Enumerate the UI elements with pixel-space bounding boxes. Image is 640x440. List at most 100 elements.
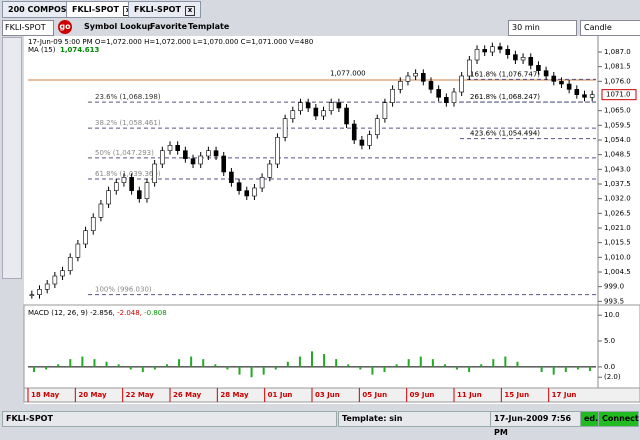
tool-strip[interactable] xyxy=(2,37,22,279)
candle xyxy=(67,257,73,271)
candle xyxy=(75,243,81,258)
candle xyxy=(183,150,188,159)
macd-v: -2.048, xyxy=(117,309,142,317)
candle xyxy=(236,182,242,191)
date-axis xyxy=(23,387,640,403)
date-label: 26 May xyxy=(173,391,202,399)
macd-v: -2.856, xyxy=(90,309,115,317)
date-label: 20 May xyxy=(78,391,107,399)
candle xyxy=(359,139,365,146)
candle xyxy=(229,171,234,183)
candle xyxy=(459,75,464,93)
candle xyxy=(505,49,511,55)
date-label: 18 May xyxy=(31,391,60,399)
candle xyxy=(467,59,472,77)
y-tick-label: 10.0 xyxy=(604,311,620,319)
candle xyxy=(129,177,134,191)
style-select[interactable]: Candle xyxy=(580,20,640,36)
y-tick-label: 1,037.5 xyxy=(604,180,631,188)
candle xyxy=(482,49,488,53)
candle xyxy=(436,89,441,98)
candle xyxy=(566,83,572,90)
candle xyxy=(282,118,288,138)
candle xyxy=(313,107,319,117)
ohlc: 17-Jun-09 5:00 PM O=1,072.000 H=1,072.00… xyxy=(28,38,313,46)
chart: 17-Jun-09 5:00 PM O=1,072.000 H=1,072.00… xyxy=(23,36,640,404)
candle xyxy=(136,190,142,199)
fib-label: 61.8% (1,039.360) xyxy=(95,170,161,178)
candle xyxy=(551,75,557,82)
candle xyxy=(106,190,111,205)
status: ed. xyxy=(580,411,599,427)
link[interactable]: Template xyxy=(188,22,230,31)
candle xyxy=(113,182,119,191)
status: Template: sin xyxy=(338,411,491,427)
candle xyxy=(528,57,534,66)
candle xyxy=(536,65,541,71)
y-tick-label: 1,043.0 xyxy=(604,165,631,173)
candle xyxy=(328,102,334,111)
candle xyxy=(543,70,549,77)
candle xyxy=(98,203,104,218)
fib-label: 38.2% (1,058.461) xyxy=(95,119,161,127)
candle xyxy=(382,102,388,119)
candle xyxy=(298,102,303,111)
candle xyxy=(144,182,150,199)
status: FKLI-SPOT xyxy=(2,411,337,427)
y-tick-label: 5.0 xyxy=(604,337,615,345)
candle xyxy=(190,158,196,165)
date-label: 05 Jun xyxy=(362,391,387,399)
y-tick-label: 0.0 xyxy=(604,363,615,371)
candle xyxy=(252,187,257,197)
candle xyxy=(37,289,42,295)
candle xyxy=(213,150,219,157)
candle xyxy=(390,89,395,103)
candle xyxy=(290,110,296,119)
peak-label: 1,077.000 xyxy=(330,70,366,78)
close[interactable]: x xyxy=(184,6,195,16)
y-tick-label: 999.0 xyxy=(604,283,624,291)
candle xyxy=(413,73,418,77)
candle xyxy=(160,150,165,165)
fib-label: 50% (1,047.293) xyxy=(95,149,154,157)
link[interactable]: Favorite xyxy=(150,22,188,31)
candle xyxy=(29,294,35,296)
candle xyxy=(428,81,434,90)
candle xyxy=(589,94,595,98)
candle xyxy=(305,102,311,109)
candle xyxy=(44,283,50,290)
candle xyxy=(444,97,449,103)
fib-label: 423.6% (1,054.494) xyxy=(470,130,540,138)
fib-label: 161.8% (1,076.747) xyxy=(470,70,540,78)
y-tick-label: 1,054.0 xyxy=(604,136,631,144)
svg-text:MACD (12, 26, 9) -2.856, -2.04: MACD (12, 26, 9) -2.856, -2.048, -0.808 xyxy=(28,309,167,317)
ma-value: 1,074.613 xyxy=(60,46,100,54)
candle xyxy=(405,75,411,82)
candle xyxy=(52,275,58,285)
interval-select[interactable]: 30 min xyxy=(508,20,577,36)
candle xyxy=(175,145,180,151)
tab-label: FKLI-SPOT xyxy=(134,5,181,14)
date-label: 11 Jun xyxy=(457,391,482,399)
candle xyxy=(259,177,265,189)
candle xyxy=(474,49,480,61)
candle xyxy=(490,46,495,53)
y-tick-label: 1,010.0 xyxy=(604,253,631,261)
y-tick-label: 1,065.0 xyxy=(604,107,631,115)
candle xyxy=(420,73,426,82)
y-tick-label: 1,026.5 xyxy=(604,209,631,217)
candle xyxy=(520,57,526,61)
candle xyxy=(244,190,250,197)
macd-v: -0.808 xyxy=(144,309,167,317)
date-label: 15 Jun xyxy=(504,391,529,399)
date-label: 01 Jun xyxy=(268,391,293,399)
fib-label: 100% (996.030) xyxy=(95,286,152,294)
last-label: 1071.0 xyxy=(606,91,631,99)
date-label: 03 Jun xyxy=(315,391,340,399)
candle xyxy=(582,94,587,98)
symbol-input[interactable]: FKLI-SPOT xyxy=(2,20,54,36)
go-button[interactable]: go xyxy=(58,20,72,34)
link[interactable]: Symbol Lookup xyxy=(84,22,153,31)
candle xyxy=(336,102,342,109)
